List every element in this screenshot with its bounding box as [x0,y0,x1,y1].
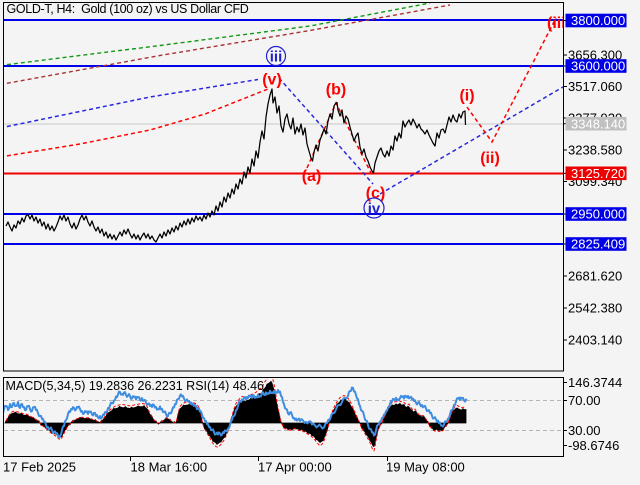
svg-text:19 May 08:00: 19 May 08:00 [386,460,465,475]
svg-text:2403.140: 2403.140 [568,333,622,348]
svg-text:70.00: 70.00 [568,393,601,408]
svg-text:2950.000: 2950.000 [571,207,625,222]
svg-text:iv: iv [368,201,381,218]
svg-text:17 Feb 2025: 17 Feb 2025 [3,460,76,475]
svg-text:2542.380: 2542.380 [568,301,622,316]
svg-text:3517.060: 3517.060 [568,79,622,94]
svg-text:146.3744: 146.3744 [568,375,622,390]
svg-text:3656.300: 3656.300 [568,48,622,63]
svg-text:(b): (b) [326,82,346,99]
svg-text:-98.6746: -98.6746 [568,438,619,453]
svg-text:3348.140: 3348.140 [571,116,625,131]
svg-text:(ii): (ii) [480,150,500,167]
svg-text:(a): (a) [302,168,322,185]
svg-text:MACD(5,34,5) 19.2836 26.2231 R: MACD(5,34,5) 19.2836 26.2231 RSI(14) 48.… [6,379,265,393]
svg-text:GOLD-T, H4: Gold (100 oz) vs: GOLD-T, H4: Gold (100 oz) vs US Dollar C… [7,2,249,16]
svg-text:18 Mar 16:00: 18 Mar 16:00 [131,460,208,475]
svg-text:2681.620: 2681.620 [568,269,622,284]
svg-text:17 Apr 00:00: 17 Apr 00:00 [258,460,332,475]
svg-text:3125.720: 3125.720 [571,166,625,181]
svg-text:(v): (v) [262,72,282,89]
svg-text:(iii): (iii) [547,15,571,32]
svg-text:(i): (i) [459,88,474,105]
svg-text:30.00: 30.00 [568,423,601,438]
svg-text:2825.409: 2825.409 [571,237,625,252]
svg-text:3800.000: 3800.000 [571,13,625,28]
svg-text:3600.000: 3600.000 [571,59,625,74]
svg-text:iii: iii [270,49,283,66]
svg-text:(c): (c) [366,185,386,202]
svg-text:3238.580: 3238.580 [568,143,622,158]
